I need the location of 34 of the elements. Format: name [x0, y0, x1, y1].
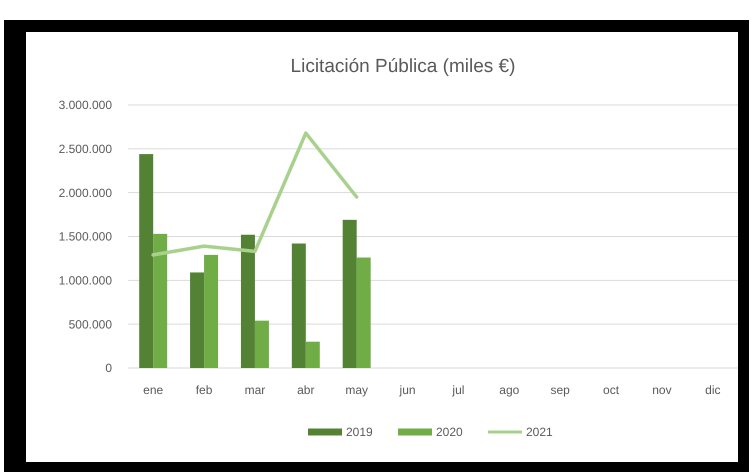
bar [254, 320, 269, 368]
y-tick-label: 3.000.000 [58, 98, 112, 112]
bar [292, 244, 306, 368]
chart-title: Licitación Pública (miles €) [290, 56, 516, 77]
bar [204, 254, 218, 368]
x-tick-label: ene [143, 383, 164, 397]
x-tick-label: ago [499, 383, 520, 397]
legend-label: 2019 [346, 425, 374, 440]
y-tick-label: 500.000 [68, 317, 112, 332]
y-tick-label: 2.500.000 [58, 142, 112, 156]
legend-label: 2020 [436, 425, 464, 440]
bar [190, 272, 204, 368]
bar [342, 220, 357, 368]
legend-label: 2021 [526, 425, 554, 440]
x-tick-label: mar [244, 383, 266, 397]
bar [153, 234, 168, 368]
line-series [151, 131, 358, 257]
x-tick-label: nov [652, 383, 672, 397]
y-tick-label: 1.000.000 [58, 274, 112, 288]
x-tick-label: may [345, 383, 368, 397]
y-tick-label: 0 [105, 361, 112, 376]
x-tick-label: abr [297, 383, 314, 397]
x-tick-label: jun [398, 383, 416, 397]
y-tick-label: 1.500.000 [58, 230, 112, 244]
bar [306, 342, 320, 368]
x-tick-label: oct [603, 383, 620, 397]
bar [240, 234, 255, 368]
bar [139, 154, 154, 368]
x-tick-label: feb [196, 383, 213, 397]
y-tick-label: 2.000.000 [58, 186, 112, 200]
x-tick-label: dic [705, 383, 720, 397]
x-tick-label: jul [451, 383, 464, 397]
x-tick-label: sep [550, 383, 570, 397]
bar [356, 258, 371, 368]
